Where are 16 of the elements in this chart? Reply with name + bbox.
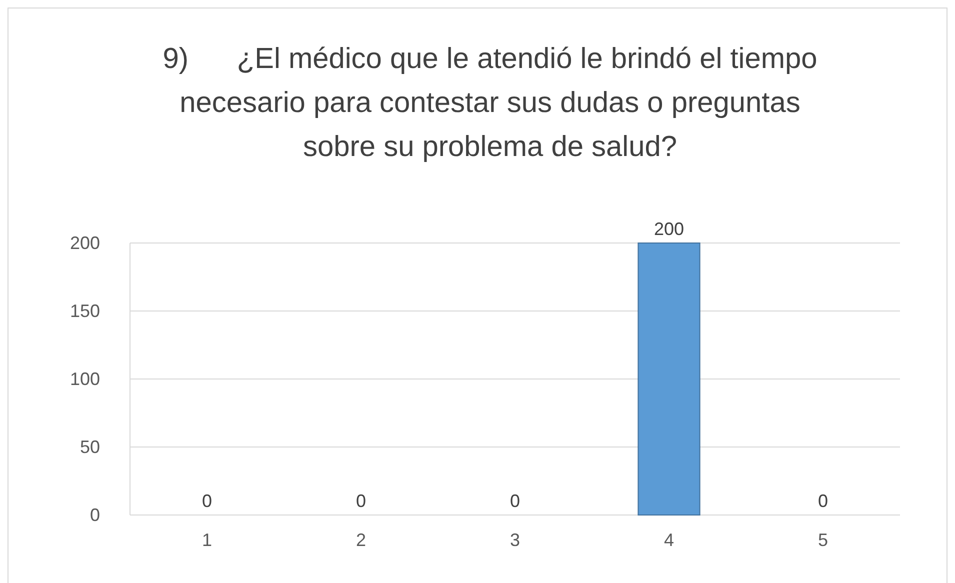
x-tick-label: 2 bbox=[356, 530, 366, 550]
x-tick-label: 4 bbox=[664, 530, 674, 550]
data-label: 200 bbox=[654, 219, 684, 239]
x-tick-label: 5 bbox=[818, 530, 828, 550]
data-label: 0 bbox=[202, 491, 212, 511]
x-tick-label: 3 bbox=[510, 530, 520, 550]
x-tick-label: 1 bbox=[202, 530, 212, 550]
y-tick-label: 200 bbox=[70, 232, 100, 253]
y-tick-label: 150 bbox=[70, 300, 100, 321]
data-label: 0 bbox=[510, 491, 520, 511]
y-tick-label: 0 bbox=[90, 504, 100, 525]
y-tick-label: 50 bbox=[80, 436, 100, 457]
y-tick-label: 100 bbox=[70, 368, 100, 389]
chart-title: 9) ¿El médico que le atendió le brindó el tiempo necesario para contestar sus dudas o preguntas sobre su problema de salud? bbox=[162, 43, 818, 163]
data-label: 0 bbox=[818, 491, 828, 511]
data-label: 0 bbox=[356, 491, 366, 511]
